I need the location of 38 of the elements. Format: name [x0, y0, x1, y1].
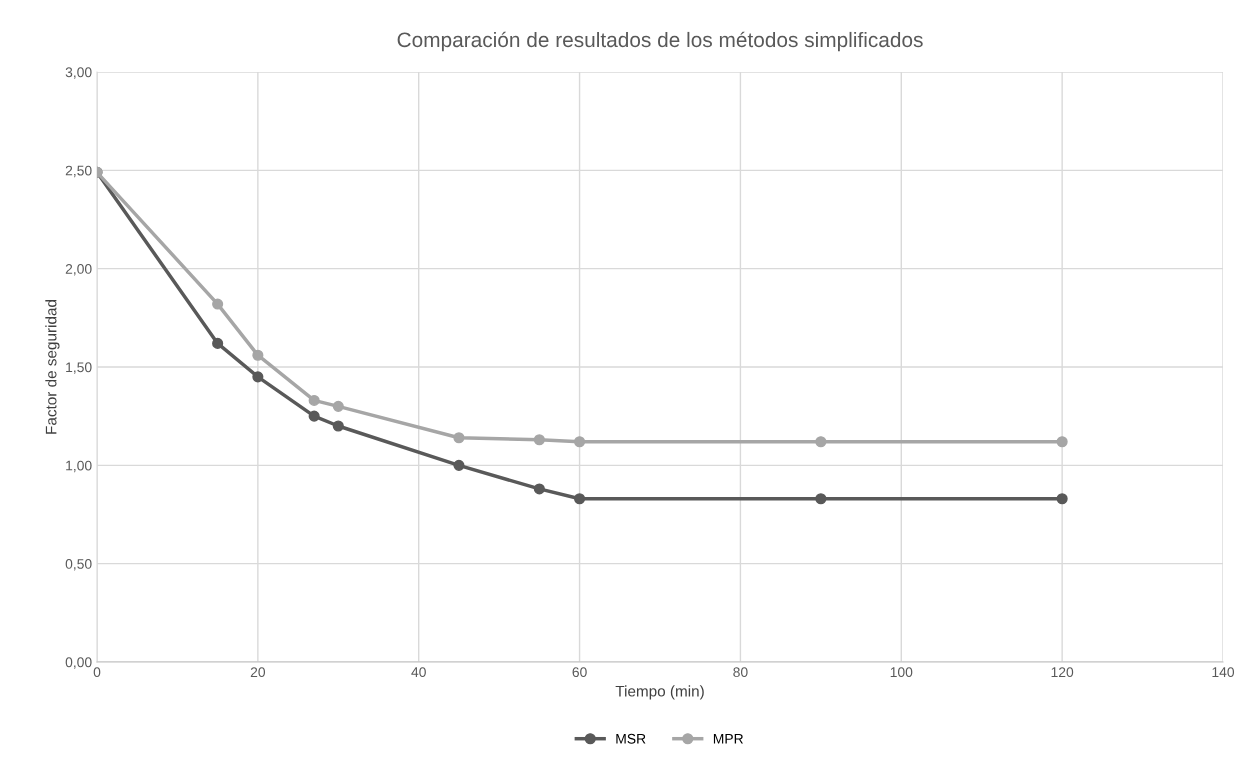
- x-tick-label: 40: [411, 667, 426, 678]
- y-tick-label: 2,50: [65, 165, 92, 178]
- x-tick-label: 100: [890, 667, 913, 678]
- legend-label: MPR: [713, 734, 743, 744]
- y-tick-label: 0,00: [65, 657, 92, 669]
- point: [308, 410, 320, 422]
- point: [574, 436, 586, 448]
- x-tick-label: 140: [1212, 667, 1235, 678]
- point: [574, 493, 586, 505]
- x-tick-label: 60: [572, 667, 587, 678]
- x-tick-label: 120: [1051, 667, 1074, 678]
- y-tick-label: 1,50: [66, 362, 92, 374]
- point: [1056, 493, 1068, 505]
- point: [533, 483, 545, 495]
- point: [533, 434, 545, 446]
- point: [1056, 436, 1068, 448]
- point: [453, 432, 465, 444]
- point: [212, 298, 224, 310]
- point: [308, 394, 320, 406]
- y-tick-label: 2,00: [65, 264, 92, 276]
- point: [332, 420, 344, 432]
- y-axis-title: Factor de seguridad: [45, 300, 60, 434]
- x-tick-label: 80: [733, 667, 748, 678]
- point: [252, 371, 264, 383]
- x-tick-label: 0: [93, 667, 101, 678]
- y-tick-label: 1,00: [66, 460, 92, 473]
- point: [212, 337, 224, 349]
- y-tick-label: 3,00: [65, 67, 92, 79]
- x-tick-label: 20: [250, 667, 266, 678]
- x-axis-title: Tiempo (min): [615, 685, 704, 700]
- point: [815, 493, 827, 505]
- y-tick-label: 0,50: [65, 559, 92, 571]
- point: [453, 459, 465, 471]
- point: [332, 400, 344, 412]
- chart-title: Comparación de resultados de los métodos simplificados: [397, 31, 923, 52]
- legend-label: MSR: [616, 733, 646, 744]
- point: [252, 349, 264, 361]
- point: [815, 436, 827, 448]
